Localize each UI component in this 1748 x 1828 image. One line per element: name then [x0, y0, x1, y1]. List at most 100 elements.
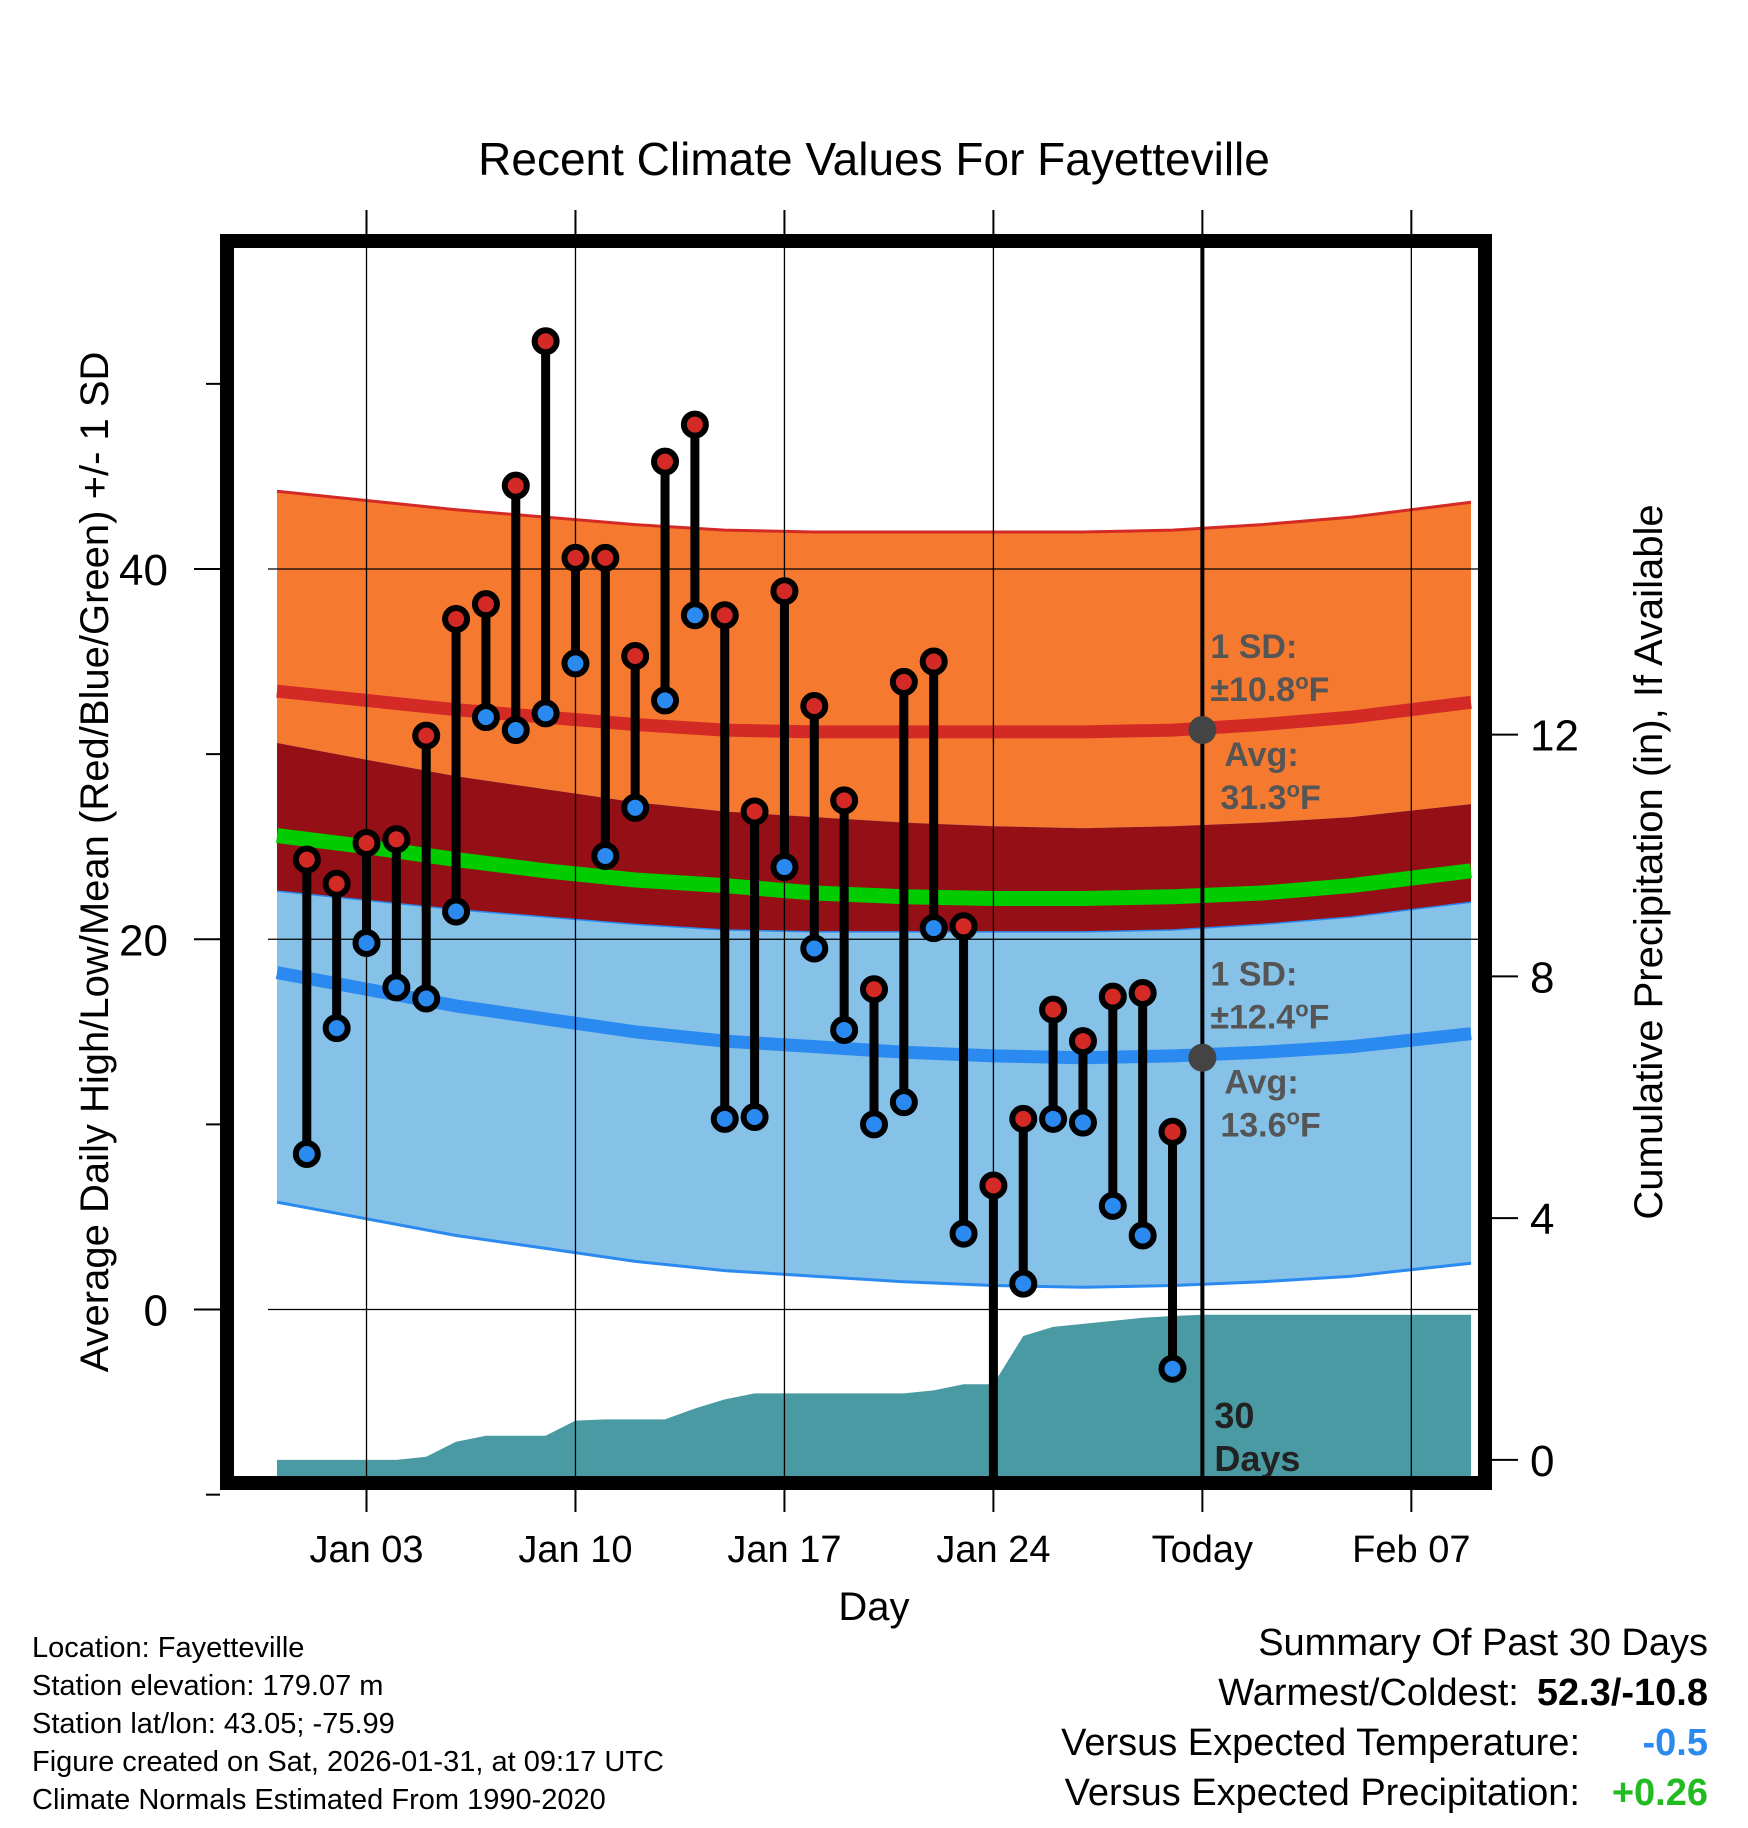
- y-axis-label-left: Average Daily High/Low/Mean (Red/Blue/Gr…: [73, 352, 117, 1373]
- x-tick-label: Jan 24: [936, 1529, 1050, 1571]
- summary-precip-value: +0.26: [1611, 1772, 1708, 1814]
- y-tick-label-left: 20: [119, 916, 168, 965]
- x-tick-label: Today: [1152, 1529, 1253, 1571]
- daily-low-point: [382, 973, 411, 1002]
- annotation-text: o: [1287, 777, 1300, 802]
- x-tick-label: Jan 10: [518, 1529, 632, 1571]
- daily-low-point: [740, 1102, 769, 1131]
- high-avg-annotation-line: Avg:: [1224, 736, 1298, 774]
- daily-low-point: [292, 1140, 321, 1169]
- y-tick-label-left: 40: [119, 546, 168, 595]
- daily-high-point: [292, 845, 321, 874]
- daily-low-point: [1068, 1108, 1097, 1137]
- low-sd-annotation-line: 1 SD:: [1210, 956, 1297, 994]
- daily-high-point: [591, 543, 620, 572]
- daily-high-point: [800, 691, 829, 720]
- low-avg-marker: [1188, 1043, 1217, 1072]
- annotation-text: 1 SD:: [1210, 956, 1297, 994]
- y-tick-label-right: 8: [1530, 953, 1554, 1002]
- daily-high-point: [949, 912, 978, 941]
- summary-title: Summary Of Past 30 Days: [1258, 1622, 1708, 1664]
- daily-low-point: [680, 601, 709, 630]
- axes: Jan 03 Jan 10 Jan 17 Jan 24 Today Feb 0702040…: [119, 210, 1579, 1571]
- daily-high-point: [561, 543, 590, 572]
- daily-high-point: [860, 975, 888, 1004]
- summary-precip-label: Versus Expected Precipitation:: [1064, 1772, 1580, 1814]
- daily-high-point: [322, 869, 351, 898]
- annotation-text: 1 SD:: [1210, 628, 1297, 666]
- daily-high-point: [1068, 1027, 1097, 1056]
- y-axis-label-right: Cumulative Precipitation (in), If Availa…: [1627, 504, 1671, 1219]
- annotation-text: 13.6: [1220, 1107, 1286, 1145]
- daily-low-point: [471, 703, 500, 732]
- daily-low-point: [1128, 1221, 1157, 1250]
- daily-low-point: [412, 984, 441, 1013]
- low-sd-annotation-line: ±12.4oF: [1210, 996, 1329, 1037]
- low-avg-annotation-line: 13.6oF: [1220, 1104, 1320, 1145]
- daily-low-point: [889, 1088, 918, 1117]
- daily-high-point: [382, 825, 411, 854]
- daily-low-point: [531, 699, 560, 728]
- daily-low-point: [442, 897, 471, 926]
- annotation-text: ±10.8: [1210, 671, 1295, 709]
- daily-low-point: [919, 914, 948, 943]
- daily-low-point: [949, 1219, 978, 1248]
- annotation-text: 31.3: [1220, 779, 1286, 817]
- daily-high-point: [979, 1171, 1008, 1200]
- annotation-text: F: [1300, 779, 1321, 817]
- daily-high-point: [531, 327, 560, 356]
- days-label: 30: [1214, 1395, 1254, 1436]
- x-tick-label: Jan 17: [727, 1529, 841, 1571]
- info-latlon: Station lat/lon: 43.05; -75.99: [32, 1708, 395, 1740]
- summary-warm-cold: Warmest/Coldest: 52.3/-10.8: [1218, 1672, 1708, 1715]
- daily-low-point: [651, 686, 680, 715]
- daily-low-point: [591, 841, 620, 870]
- annotation-text: o: [1295, 669, 1308, 694]
- x-tick-label: Feb 07: [1352, 1529, 1470, 1571]
- low-band-lower-edge: [276, 1200, 1472, 1289]
- high-sd-annotation-line: ±10.8oF: [1210, 669, 1329, 710]
- normal-high-line: [276, 684, 1472, 739]
- chart-title: Recent Climate Values For Fayetteville: [478, 133, 1270, 185]
- high-avg-marker: [1188, 716, 1217, 745]
- y-tick-label-right: 0: [1530, 1437, 1554, 1486]
- daily-high-point: [919, 647, 948, 676]
- daily-low-point: [800, 934, 829, 963]
- summary-precip: Versus Expected Precipitation: +0.26: [1065, 1772, 1708, 1815]
- summary-warm-cold-value: 52.3/-10.8: [1536, 1672, 1708, 1714]
- daily-low-point: [1009, 1269, 1038, 1298]
- info-elevation: Station elevation: 179.07 m: [32, 1670, 384, 1702]
- annotation-text: F: [1309, 999, 1330, 1037]
- info-created: Figure created on Sat, 2026-01-31, at 09…: [32, 1746, 664, 1778]
- summary-temp-label: Versus Expected Temperature:: [1061, 1722, 1580, 1764]
- high-sd-annotation-line: 1 SD:: [1210, 628, 1297, 666]
- daily-low-point: [352, 928, 381, 957]
- daily-low-point: [830, 1015, 859, 1044]
- high-band-upper-edge: [276, 489, 1472, 534]
- daily-high-point: [740, 797, 769, 826]
- days-label: Days: [1214, 1438, 1300, 1479]
- summary-temp: Versus Expected Temperature: -0.5: [1061, 1722, 1708, 1765]
- daily-high-point: [1128, 978, 1157, 1007]
- annotation-text: Avg:: [1224, 1064, 1298, 1102]
- daily-high-point: [680, 410, 709, 439]
- daily-low-point: [860, 1110, 888, 1139]
- x-axis-label: Day: [838, 1585, 909, 1629]
- summary-temp-value: -0.5: [1642, 1722, 1708, 1764]
- annotation-text: F: [1309, 671, 1330, 709]
- daily-low-point: [621, 793, 650, 822]
- daily-high-point: [1098, 982, 1127, 1011]
- annotation-text: F: [1300, 1107, 1321, 1145]
- daily-high-point: [830, 786, 859, 815]
- daily-low-point: [1098, 1191, 1127, 1220]
- daily-high-point: [621, 642, 650, 670]
- daily-low-point: [561, 649, 590, 678]
- y-tick-label-right: 12: [1530, 712, 1579, 761]
- normal-mean-line: [276, 828, 1472, 906]
- low-avg-annotation-line: Avg:: [1224, 1064, 1298, 1102]
- annotation-text: ±12.4: [1210, 999, 1295, 1037]
- high-band-lower-edge: [276, 890, 1472, 933]
- daily-high-point: [501, 471, 530, 500]
- daily-low-point: [1039, 1104, 1068, 1133]
